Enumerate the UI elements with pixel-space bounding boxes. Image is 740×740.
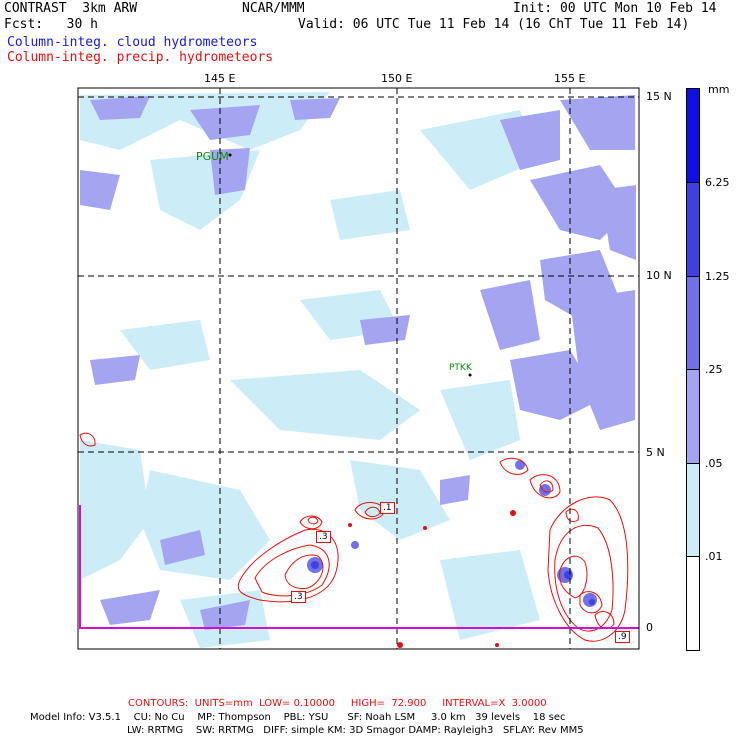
colorbar-bin — [686, 556, 700, 651]
cloud-field — [80, 92, 636, 648]
lat-label-5: 5 N — [646, 446, 665, 459]
contour-label: .9 — [615, 631, 630, 643]
contour-info: CONTOURS: UNITS=mm LOW= 0.10000 HIGH= 72… — [128, 698, 547, 709]
valid-time: Valid: 06 UTC Tue 11 Feb 14 (16 ChT Tue … — [298, 17, 690, 32]
domain-boundary — [79, 505, 639, 629]
lon-label-150: 150 E — [381, 72, 413, 85]
lat-label-0: 0 — [646, 621, 653, 634]
model-info-line-2: LW: RRTMG SW: RRTMG DIFF: simple KM: 3D … — [127, 725, 584, 736]
colorbar-bin — [686, 276, 700, 370]
station-ptkk-marker — [468, 373, 472, 377]
init-time: Init: 00 UTC Mon 10 Feb 14 — [513, 1, 717, 16]
colorbar-label: .01 — [705, 550, 723, 563]
colorbar-label: 1.25 — [705, 270, 730, 283]
colorbar-label: .05 — [705, 457, 723, 470]
precip-contours — [79, 432, 629, 642]
lat-label-15: 15 N — [646, 90, 672, 103]
precip-cores — [348, 510, 516, 648]
colorbar-bin — [686, 369, 700, 464]
station-pgum-marker — [228, 153, 232, 157]
field-precip-label: Column-integ. precip. hydrometeors — [7, 50, 274, 65]
colorbar-unit: mm — [708, 83, 730, 96]
lon-label-145: 145 E — [204, 72, 236, 85]
map-frame — [77, 87, 640, 650]
lat-lon-grid — [78, 88, 639, 649]
contour-label: .3 — [291, 591, 306, 603]
colorbar-bin — [686, 463, 700, 557]
colorbar-label: 6.25 — [705, 176, 730, 189]
station-pgum-label: PGUM — [196, 150, 229, 163]
contour-label: .3 — [316, 531, 331, 543]
model-title: CONTRAST 3km ARW — [4, 1, 138, 16]
forecast-hour: Fcst: 30 h — [4, 17, 98, 32]
model-info-line-1: Model Info: V3.5.1 CU: No Cu MP: Thompso… — [30, 712, 566, 723]
field-cloud-label: Column-integ. cloud hydrometeors — [7, 35, 258, 50]
colorbar-bin — [686, 88, 700, 183]
contour-label: .1 — [380, 502, 395, 514]
colorbar-bin — [686, 182, 700, 277]
lon-label-155: 155 E — [554, 72, 586, 85]
colorbar-label: .25 — [705, 363, 723, 376]
lat-label-10: 10 N — [646, 269, 672, 282]
center-title: NCAR/MMM — [242, 1, 305, 16]
station-ptkk-label: PTKK — [449, 363, 472, 373]
